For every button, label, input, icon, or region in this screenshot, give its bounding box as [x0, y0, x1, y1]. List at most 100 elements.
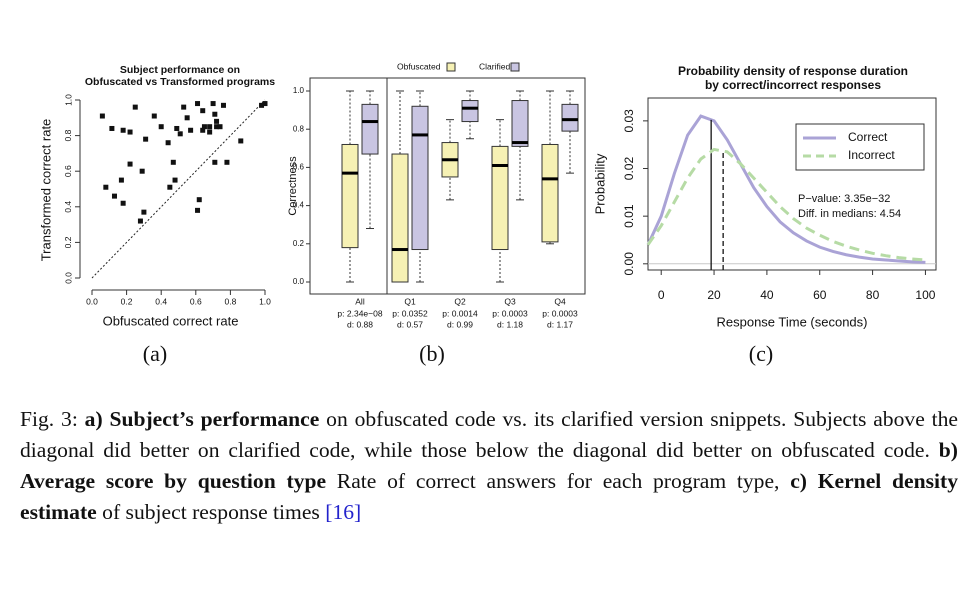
point	[170, 159, 176, 165]
point	[118, 177, 124, 183]
caption-normal: Fig. 3:	[20, 407, 85, 431]
point	[165, 140, 171, 146]
category-note: p: 0.0352	[392, 308, 428, 318]
y-tick-label: 0.0	[63, 272, 73, 284]
point	[184, 115, 190, 121]
point	[109, 125, 115, 131]
point	[120, 200, 126, 206]
caption-normal: of subject response times	[96, 500, 326, 524]
category-note: p: 2.34e−08	[337, 308, 382, 318]
x-tick-label: Q2	[454, 296, 466, 306]
x-tick-label: 0.4	[155, 296, 167, 306]
caption-normal: Rate of correct answers for each program…	[326, 469, 791, 493]
x-tick-label: 40	[760, 288, 774, 302]
y-tick-label: 0.03	[622, 109, 636, 133]
point	[259, 102, 265, 108]
y-tick-label: 0.00	[622, 252, 636, 276]
annotation: P−value: 3.35e−32	[798, 193, 890, 205]
y-tick-label: 0.4	[293, 201, 305, 210]
point	[143, 136, 149, 142]
x-tick-label: 0.0	[86, 296, 98, 306]
point	[127, 129, 133, 135]
x-tick-label: Q3	[504, 296, 516, 306]
caption-normal: on obfuscated code vs. its clarified ver…	[20, 407, 958, 462]
point	[224, 159, 230, 165]
box	[361, 103, 379, 155]
legend-label: Correct	[848, 130, 888, 144]
point	[195, 207, 201, 213]
category-note: d: 0.99	[447, 319, 473, 329]
point	[200, 108, 206, 114]
caption: Fig. 3: a) Subject’s performance on obfu…	[20, 404, 958, 528]
box	[411, 105, 429, 251]
density-line	[646, 147, 926, 262]
point	[141, 209, 147, 215]
point	[217, 124, 223, 130]
point	[262, 101, 268, 107]
annotation: Diff. in medians: 4.54	[798, 208, 901, 220]
point	[195, 101, 201, 107]
point	[177, 131, 183, 137]
panel-label: (c)	[749, 341, 773, 366]
point	[174, 125, 180, 131]
box	[391, 153, 409, 283]
point	[139, 168, 145, 174]
y-tick-label: 0.4	[63, 201, 73, 213]
box	[341, 143, 359, 249]
panel-label: (b)	[419, 341, 445, 366]
legend-swatch	[446, 62, 456, 72]
point	[238, 138, 244, 144]
point	[210, 101, 216, 107]
x-tick-label: Q1	[404, 296, 416, 306]
legend-label: Obfuscated	[397, 61, 441, 71]
point	[120, 127, 126, 133]
point	[111, 193, 117, 199]
point	[212, 159, 218, 165]
panel-label: (a)	[143, 341, 167, 366]
y-tick-label: 0.2	[63, 236, 73, 248]
category-note: p: 0.0003	[542, 308, 578, 318]
category-note: d: 0.57	[397, 319, 423, 329]
x-tick-label: 0.8	[224, 296, 236, 306]
point	[212, 111, 218, 117]
caption-bold: b) Average score by question type	[20, 438, 958, 493]
y-axis-label: Probability	[592, 153, 607, 214]
category-note: d: 1.17	[547, 319, 573, 329]
chart-title: Subject performance on	[120, 64, 240, 76]
point	[158, 124, 164, 130]
caption-bold: a) Subject’s performance	[84, 407, 320, 431]
category-note: p: 0.0014	[442, 308, 478, 318]
point	[214, 118, 220, 124]
caption-bold: c) Kernel density estimate	[20, 469, 959, 524]
legend-label: Incorrect	[848, 148, 895, 162]
caption-link[interactable]: [16]	[325, 500, 362, 524]
x-tick-label: 60	[813, 288, 827, 302]
reference-diagonal	[91, 99, 266, 279]
category-note: p: 0.0003	[492, 308, 528, 318]
y-tick-label: 1.0	[63, 94, 73, 106]
x-tick-label: Q4	[554, 296, 566, 306]
x-tick-label: 0.6	[190, 296, 202, 306]
point	[167, 184, 173, 190]
chart-title: Obfuscated vs Transformed programs	[85, 76, 275, 88]
legend-swatch	[510, 62, 520, 72]
category-note: d: 0.88	[347, 319, 373, 329]
x-tick-label: 1.0	[259, 296, 271, 306]
box	[511, 100, 529, 147]
point	[127, 161, 133, 167]
box	[541, 143, 559, 243]
y-tick-label: 0.6	[293, 163, 305, 172]
point	[99, 113, 105, 119]
chart-title: by correct/incorrect responses	[705, 78, 881, 92]
y-axis-label: Correctness	[287, 156, 299, 216]
plot-frame	[647, 97, 937, 271]
point	[172, 177, 178, 183]
point	[200, 127, 206, 133]
point	[103, 184, 109, 190]
y-tick-label: 0.01	[622, 204, 636, 228]
legend-box	[795, 123, 925, 171]
point	[201, 124, 207, 130]
x-axis-label: Response Time (seconds)	[716, 314, 867, 329]
legend-label: Clarified	[479, 61, 510, 71]
